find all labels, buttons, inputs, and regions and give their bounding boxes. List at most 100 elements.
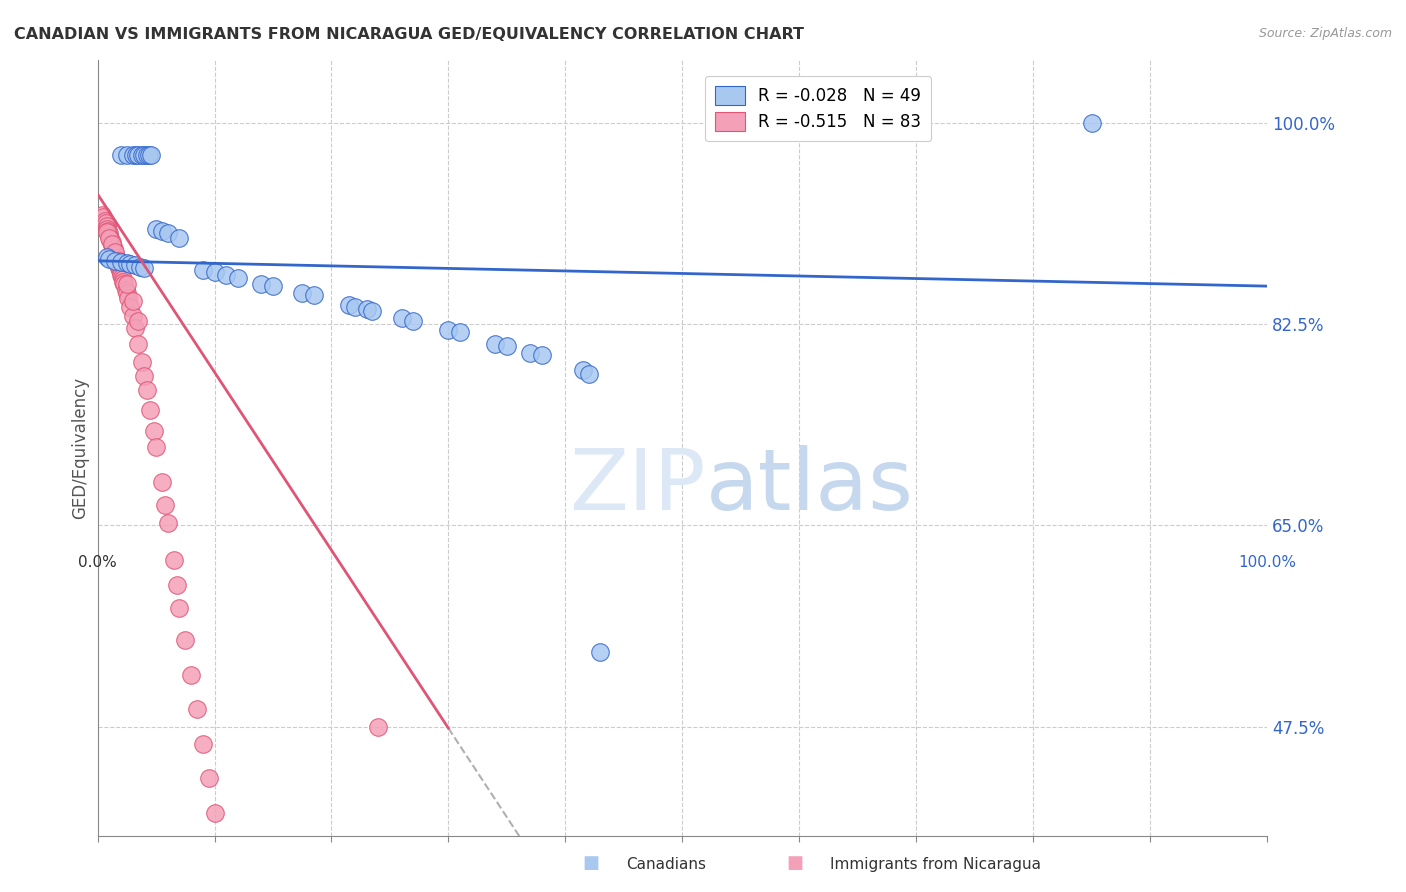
Point bbox=[215, 875, 238, 889]
Point bbox=[169, 601, 191, 615]
Point bbox=[337, 297, 360, 311]
Point bbox=[114, 277, 136, 291]
Point bbox=[125, 148, 148, 162]
Point bbox=[141, 148, 163, 162]
Point bbox=[572, 363, 595, 377]
Point bbox=[128, 260, 150, 274]
Point bbox=[96, 219, 118, 234]
Point bbox=[186, 702, 208, 716]
Point bbox=[91, 208, 114, 222]
Point bbox=[402, 313, 425, 327]
Point bbox=[361, 304, 384, 318]
Point bbox=[93, 213, 115, 227]
Point bbox=[156, 226, 179, 240]
Point bbox=[134, 260, 156, 275]
Point bbox=[578, 367, 600, 381]
Point bbox=[180, 667, 202, 681]
Point bbox=[110, 148, 132, 162]
Point bbox=[162, 553, 184, 567]
Point bbox=[98, 226, 121, 240]
Point bbox=[115, 148, 138, 162]
Text: ZIP: ZIP bbox=[569, 445, 706, 528]
Point bbox=[100, 237, 122, 252]
Point bbox=[100, 235, 122, 250]
Point bbox=[128, 148, 150, 162]
Point bbox=[103, 243, 125, 257]
Point bbox=[107, 259, 129, 273]
Point bbox=[96, 251, 118, 265]
Point bbox=[108, 263, 131, 277]
Point bbox=[343, 300, 366, 314]
Point bbox=[519, 346, 541, 360]
Point bbox=[104, 249, 127, 263]
Text: Canadians: Canadians bbox=[626, 857, 706, 872]
Point bbox=[1080, 116, 1102, 130]
Point bbox=[131, 355, 153, 369]
Point bbox=[495, 339, 517, 353]
Text: Immigrants from Nicaragua: Immigrants from Nicaragua bbox=[830, 857, 1040, 872]
Point bbox=[155, 498, 177, 512]
Point bbox=[107, 253, 129, 268]
Point bbox=[134, 368, 156, 383]
Point bbox=[530, 348, 553, 362]
Point bbox=[135, 148, 157, 162]
Point bbox=[93, 210, 115, 224]
Point bbox=[197, 772, 219, 786]
Point bbox=[139, 403, 162, 417]
Point bbox=[107, 256, 129, 270]
Point bbox=[391, 311, 413, 326]
Point bbox=[131, 148, 153, 162]
Point bbox=[121, 309, 143, 323]
Point bbox=[174, 633, 197, 648]
Point bbox=[124, 259, 146, 273]
Text: ■: ■ bbox=[582, 855, 599, 872]
Point bbox=[111, 269, 134, 284]
Point bbox=[104, 253, 127, 268]
Point bbox=[96, 225, 118, 239]
Point bbox=[142, 424, 165, 438]
Point bbox=[100, 236, 122, 251]
Text: ■: ■ bbox=[786, 855, 803, 872]
Point bbox=[204, 265, 226, 279]
Point bbox=[121, 148, 143, 162]
Legend: R = -0.028   N = 49, R = -0.515   N = 83: R = -0.028 N = 49, R = -0.515 N = 83 bbox=[704, 76, 931, 141]
Point bbox=[107, 260, 129, 275]
Point bbox=[145, 440, 167, 454]
Point bbox=[150, 224, 173, 238]
Text: Source: ZipAtlas.com: Source: ZipAtlas.com bbox=[1258, 27, 1392, 40]
Point bbox=[367, 719, 389, 733]
Text: 100.0%: 100.0% bbox=[1237, 555, 1296, 570]
Point bbox=[100, 231, 122, 245]
Point bbox=[138, 148, 160, 162]
Point bbox=[156, 516, 179, 530]
Point bbox=[100, 233, 122, 247]
Point bbox=[107, 253, 129, 268]
Point bbox=[291, 286, 314, 301]
Point bbox=[128, 336, 150, 351]
Point bbox=[484, 336, 506, 351]
Point bbox=[98, 231, 121, 245]
Text: CANADIAN VS IMMIGRANTS FROM NICARAGUA GED/EQUIVALENCY CORRELATION CHART: CANADIAN VS IMMIGRANTS FROM NICARAGUA GE… bbox=[14, 27, 804, 42]
Point bbox=[191, 263, 214, 277]
Point bbox=[115, 277, 138, 291]
Point bbox=[117, 291, 139, 305]
Point bbox=[166, 578, 188, 592]
Text: 0.0%: 0.0% bbox=[79, 555, 117, 570]
Point bbox=[114, 283, 136, 297]
Point bbox=[135, 383, 157, 397]
Point bbox=[110, 255, 132, 269]
Point bbox=[101, 240, 124, 254]
Point bbox=[209, 840, 232, 855]
Point bbox=[204, 805, 226, 820]
Point bbox=[134, 148, 156, 162]
Point bbox=[98, 228, 121, 243]
Point bbox=[302, 288, 325, 302]
Point bbox=[103, 244, 125, 259]
Point bbox=[449, 325, 471, 339]
Point bbox=[150, 475, 173, 489]
Point bbox=[110, 265, 132, 279]
Point bbox=[589, 857, 612, 871]
Point bbox=[128, 313, 150, 327]
Point bbox=[112, 275, 135, 289]
Point bbox=[105, 252, 128, 266]
